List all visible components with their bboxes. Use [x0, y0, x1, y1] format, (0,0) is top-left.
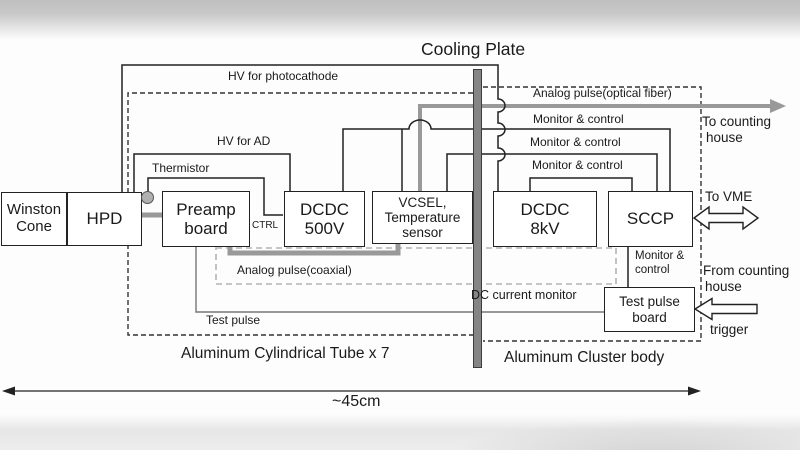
preamp-label-1: Preamp: [176, 199, 236, 219]
dcdc-8kv-label-2: 8kV: [530, 219, 560, 238]
winston-cone-label-2: Cone: [16, 218, 52, 235]
preamp-board-box: Preamp board: [162, 191, 250, 247]
hpd-label: HPD: [86, 209, 123, 229]
monitor-control-wire-3: [529, 177, 633, 191]
vcsel-label-3: sensor: [402, 225, 443, 241]
to-counting-house-label: To counting house: [702, 114, 771, 145]
trigger-label: trigger: [710, 322, 749, 337]
dimension-arrowhead-left: [2, 386, 15, 396]
background-top-band: [0, 0, 800, 40]
to-vme-label: To VME: [705, 189, 753, 204]
hv-ad-wire: [133, 153, 291, 192]
hv-photocathode-label: HV for photocathode: [228, 69, 339, 83]
monitor-control-label-2: Monitor & control: [530, 135, 621, 149]
dcdc-8kv-label-1: DCDC: [520, 199, 570, 219]
ctrl-label: CTRL: [252, 220, 279, 231]
monitor-control-sccp-line-2: control: [635, 264, 670, 276]
test-pulse-board-box: Test pulse board: [604, 287, 695, 332]
vcsel-label-1: VCSEL,: [398, 194, 447, 210]
thermistor-wire: [147, 177, 283, 216]
monitor-control-sccp-line-1: Monitor &: [635, 250, 685, 262]
cooling-plate-bar: [473, 69, 482, 368]
winston-cone-label-1: Winston: [6, 201, 62, 219]
dcdc-500v-label-2: 500V: [304, 219, 345, 238]
to-vme-arrow: [692, 205, 760, 231]
analog-coax-label: Analog pulse(coaxial): [237, 263, 352, 277]
analog-coax-wire: [227, 242, 401, 256]
dimension-label: ~45cm: [332, 393, 381, 410]
thermistor-label: Thermistor: [152, 161, 210, 175]
preamp-label-2: board: [184, 219, 228, 238]
test-pulse-label: Test pulse: [206, 313, 261, 327]
diagram-title: Cooling Plate: [421, 39, 526, 59]
analog-fiber-label: Analog pulse(optical fiber): [533, 86, 672, 100]
monitor-control-label-1: Monitor & control: [533, 112, 624, 126]
dcdc-500v-box: DCDC 500V: [284, 191, 365, 247]
to-counting-line-2: house: [706, 129, 743, 145]
coax-dashed-outline: [215, 247, 617, 285]
hpd-box: HPD: [67, 192, 142, 246]
test-pulse-wire: [195, 247, 604, 313]
thermistor-sensor-icon: [141, 191, 154, 204]
vcsel-temperature-box: VCSEL, Temperature sensor: [372, 191, 473, 244]
sccp-box: SCCP: [608, 191, 693, 247]
vcsel-label-2: Temperature: [384, 209, 461, 225]
to-counting-line-1: To counting: [702, 114, 772, 129]
dcdc-8kv-box: DCDC 8kV: [493, 191, 597, 247]
dimension-arrowhead-right: [688, 386, 701, 396]
from-counting-line-1: From counting: [703, 263, 790, 278]
from-counting-line-2: house: [705, 278, 742, 294]
sccp-label: SCCP: [626, 209, 675, 229]
optical-fiber-wire: [418, 104, 772, 191]
optical-fiber-arrowhead: [770, 99, 786, 113]
test-pulse-board-label-2: board: [632, 309, 667, 325]
monitor-control-wire-2: [446, 153, 658, 191]
aluminum-cluster-label: Aluminum Cluster body: [504, 349, 665, 366]
from-counting-arrow: [693, 297, 758, 321]
background-bottom-band: [0, 414, 800, 450]
from-counting-house-label: From counting house: [703, 263, 789, 294]
aluminum-tube-label: Aluminum Cylindrical Tube x 7: [181, 345, 390, 362]
dcdc-500v-label-1: DCDC: [299, 199, 350, 219]
monitor-control-wire-1: [342, 119, 671, 191]
test-pulse-board-label-1: Test pulse: [619, 294, 680, 310]
monitor-control-sccp-label: Monitor & control: [635, 249, 684, 277]
hv-ad-label: HV for AD: [217, 134, 271, 148]
monitor-control-label-3: Monitor & control: [532, 158, 623, 172]
winston-cone-box: Winston Cone: [1, 192, 67, 246]
dc-current-monitor-label: DC current monitor: [471, 288, 577, 302]
